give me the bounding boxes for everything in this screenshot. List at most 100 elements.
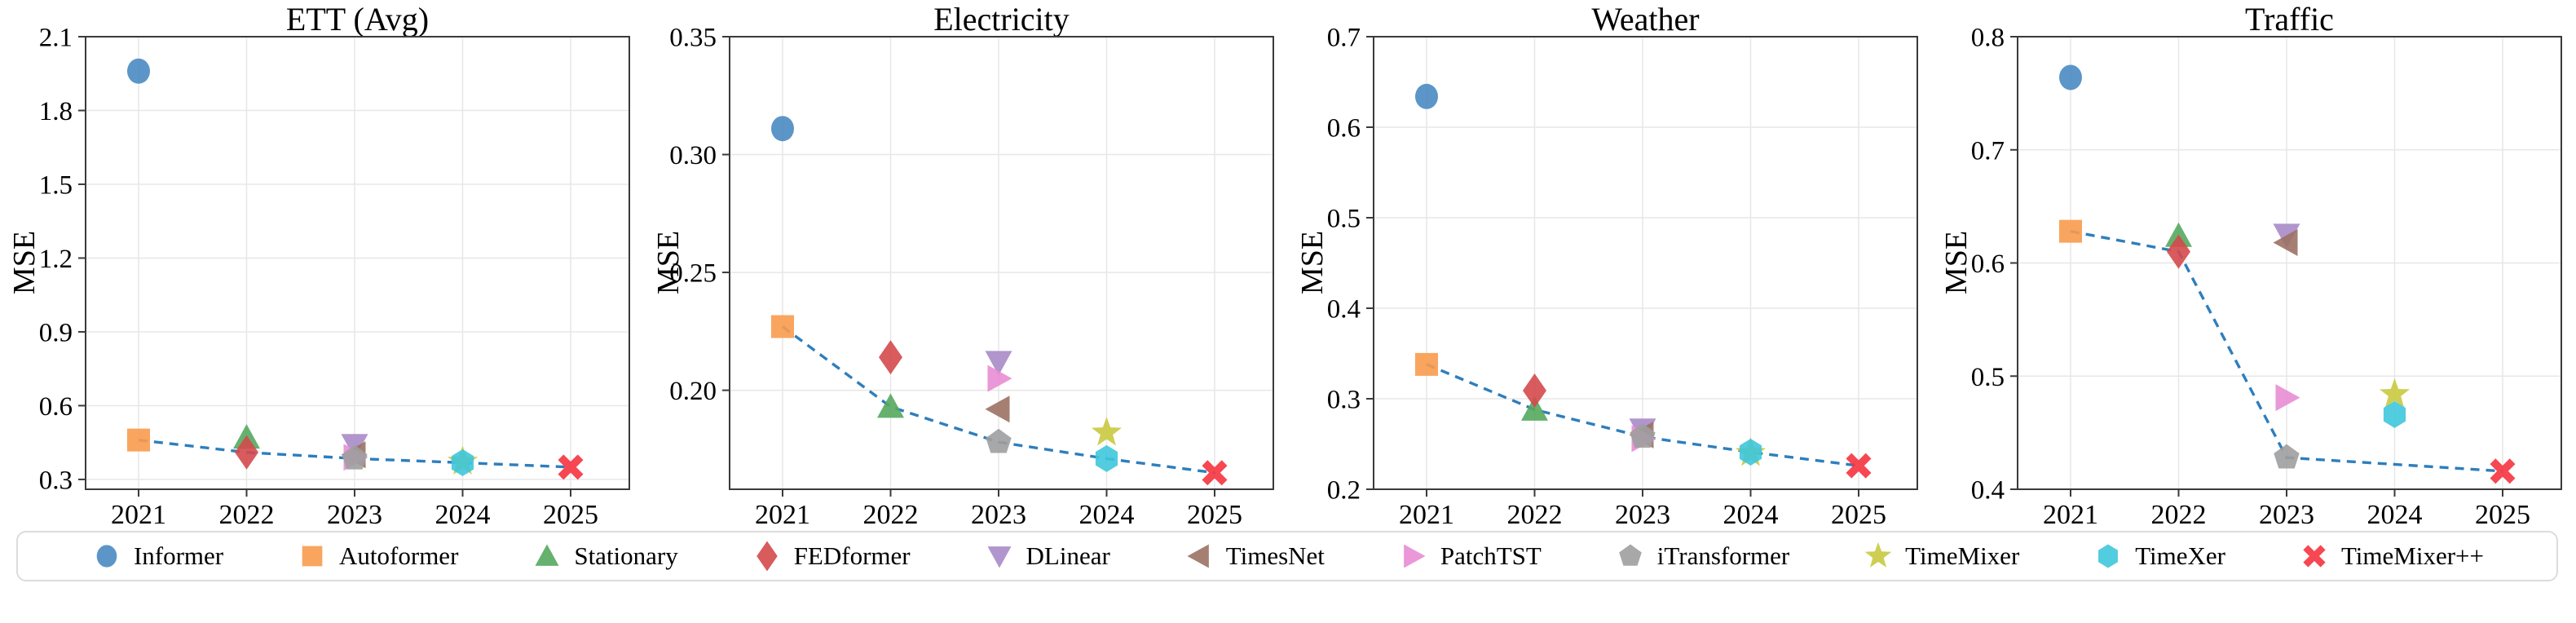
data-point-autoformer <box>2059 219 2082 243</box>
triangle_right-marker-icon <box>1403 544 1426 568</box>
legend-label: TimeMixer <box>1905 541 2020 570</box>
sota-trend-line <box>1426 363 1859 467</box>
legend-item-timexer: TimeXer <box>2092 540 2225 572</box>
chart-panel-ett: ETT (Avg) MSE 0.3 0.6 0.9 1.2 1.5 1.8 2.1 2021 2… <box>0 0 644 530</box>
y-tick-label: 0.3 <box>39 466 73 495</box>
chart-panel-traffic: Traffic MSE 0.4 0.5 0.6 0.7 0.8 2021 2022 2023 2… <box>1932 0 2576 530</box>
y-tick-label: 0.5 <box>1971 363 2005 392</box>
x-tick-label: 2025 <box>2475 500 2530 530</box>
x-tick-label: 2025 <box>543 500 598 530</box>
x-tick-label: 2021 <box>111 500 166 530</box>
hexagon-marker-glyph <box>2098 544 2119 568</box>
data-point-patchtst <box>2275 384 2300 412</box>
chart-title: Weather <box>1591 1 1700 38</box>
data-point-autoformer <box>1415 352 1438 376</box>
legend: Informer Autoformer Stationary FEDformer DLi… <box>16 531 2558 581</box>
y-tick-label: 0.7 <box>1971 136 2005 166</box>
chart-panel-electricity: Electricity MSE 0.20 0.25 0.30 0.35 2021 2022… <box>644 0 1288 530</box>
y-tick-label: 0.25 <box>669 259 717 289</box>
pentagon-marker-glyph <box>1618 544 1642 566</box>
x-tick-label: 2023 <box>2259 500 2314 530</box>
chart-title: Traffic <box>2245 1 2334 38</box>
y-tick-label: 1.8 <box>39 97 73 126</box>
x-marker-icon <box>2303 545 2326 568</box>
x-tick-label: 2024 <box>1079 500 1135 530</box>
legend-item-patchtst: PatchTST <box>1397 540 1542 572</box>
data-point-timesnet <box>2273 229 2298 257</box>
square-marker-glyph <box>302 546 323 567</box>
data-point-fedformer <box>1523 373 1546 409</box>
y-tick-label: 1.5 <box>39 171 73 201</box>
triangle_up-marker-glyph <box>535 544 559 566</box>
legend-label: FEDformer <box>793 541 911 570</box>
axes-box <box>1373 36 1918 490</box>
x-tick-label: 2021 <box>755 500 810 530</box>
data-point-timemixerpp <box>1846 453 1872 479</box>
data-point-itransformer <box>2274 444 2300 469</box>
y-tick-label: 1.2 <box>39 245 73 274</box>
x-tick-label: 2023 <box>327 500 382 530</box>
data-point-informer <box>2059 64 2082 91</box>
triangle_left-marker-icon <box>1187 544 1209 568</box>
legend-label: PatchTST <box>1440 541 1542 570</box>
x-tick-label: 2023 <box>971 500 1026 530</box>
data-point-timexer <box>451 448 474 476</box>
pentagon-marker-icon <box>1618 544 1642 566</box>
data-point-fedformer <box>235 435 258 470</box>
y-tick-label: 0.6 <box>1327 114 1361 144</box>
data-point-timexer <box>1095 444 1118 472</box>
axes-box <box>729 36 1274 490</box>
data-point-timemixerpp <box>1202 460 1228 486</box>
legend-label: Stationary <box>574 541 678 570</box>
legend-item-timemixerpp: TimeMixer++ <box>2298 540 2484 572</box>
legend-label: DLinear <box>1026 541 1110 570</box>
x-tick-label: 2024 <box>2367 500 2423 530</box>
legend-item-informer: Informer <box>90 540 223 572</box>
scatter-plot-electricity: 0.20 0.25 0.30 0.35 2021 2022 2023 2024 2025 <box>669 24 1274 530</box>
x-tick-label: 2024 <box>435 500 491 530</box>
hexagon-marker-icon <box>2098 544 2119 568</box>
legend-label: iTransformer <box>1656 541 1790 570</box>
x-tick-label: 2022 <box>219 500 275 530</box>
data-point-informer <box>771 116 794 142</box>
y-tick-label: 0.9 <box>39 319 73 348</box>
data-point-autoformer <box>771 315 794 338</box>
data-point-stationary <box>1521 395 1548 421</box>
legend-item-timemixer: TimeMixer <box>1862 540 2019 572</box>
legend-label: Informer <box>133 541 224 570</box>
circle-marker-glyph <box>96 545 117 568</box>
y-tick-label: 0.4 <box>1327 295 1361 325</box>
data-point-dlinear <box>985 351 1012 376</box>
legend-item-timesnet: TimesNet <box>1183 540 1325 572</box>
legend-item-stationary: Stationary <box>531 540 678 572</box>
legend-label: TimeMixer++ <box>2340 541 2485 570</box>
data-point-fedformer <box>879 340 902 375</box>
y-tick-label: 0.7 <box>1327 24 1361 53</box>
diamond-marker-icon <box>756 541 778 572</box>
x-tick-label: 2025 <box>1831 500 1886 530</box>
y-tick-label: 2.1 <box>39 24 73 53</box>
legend-item-fedformer: FEDformer <box>751 540 911 572</box>
x-tick-label: 2024 <box>1723 500 1779 530</box>
y-tick-label: 0.6 <box>39 392 73 422</box>
data-point-autoformer <box>127 428 150 452</box>
scatter-plot-traffic: 0.4 0.5 0.6 0.7 0.8 2021 2022 2023 2024 2025 <box>1971 24 2562 530</box>
data-point-timemixerpp <box>2490 458 2516 484</box>
x-tick-label: 2022 <box>863 500 919 530</box>
x-tick-label: 2022 <box>1507 500 1563 530</box>
y-tick-label: 0.2 <box>1327 476 1361 506</box>
triangle_down-marker-glyph <box>987 546 1012 568</box>
star-marker-icon <box>1864 541 1892 568</box>
chart-panels-row: ETT (Avg) MSE 0.3 0.6 0.9 1.2 1.5 1.8 2.1 2021 2… <box>0 0 2576 530</box>
legend-label: TimeXer <box>2135 541 2226 570</box>
y-tick-label: 0.4 <box>1971 476 2005 506</box>
x-tick-label: 2025 <box>1187 500 1242 530</box>
data-point-stationary <box>877 393 904 418</box>
square-marker-icon <box>302 546 323 567</box>
data-point-timemixer <box>2379 378 2411 408</box>
data-point-timemixerpp <box>558 454 584 480</box>
y-tick-label: 0.35 <box>669 24 717 53</box>
triangle_down-marker-icon <box>987 546 1012 568</box>
chart-title: ETT (Avg) <box>285 1 430 38</box>
x-tick-label: 2021 <box>1399 500 1454 530</box>
